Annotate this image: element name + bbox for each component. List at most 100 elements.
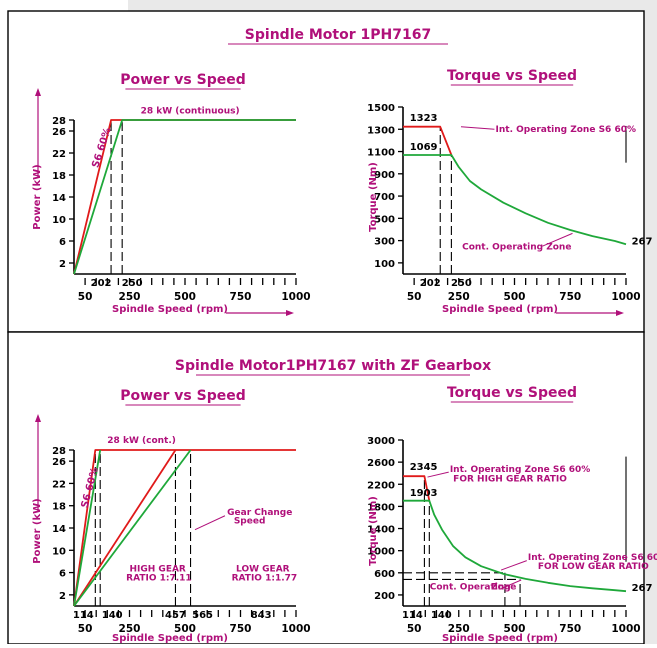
series-line-2 [73,449,177,607]
annotation-leader [427,471,449,478]
panel-gearbox-frame [7,331,645,645]
chart-title: Torque vs Speed [447,385,577,401]
series-line-1 [403,499,627,593]
annotation-label: RATIO 1:1.77 [232,573,298,583]
annotation-label: Int. Operating Zone S6 60% [496,125,636,135]
y-axis-label: Power (kW) [32,498,43,563]
y-tick-label: 1400 [367,525,395,536]
y-tick-label: 18 [52,502,66,513]
speed-mark-label: 202 [91,278,112,289]
y-tick-label: 14 [52,193,66,204]
annotation-label: Gear Change [227,508,292,518]
y-axis-label: Torque (Nm) [368,496,379,566]
y-tick-label: 2 [59,591,66,602]
x-tick-label: 1000 [611,623,640,635]
value-label: 1069 [410,142,438,153]
chart-gearbox-torque: Torque vs Speed 200 600 1000 1400 1800 2200 260… [367,385,657,644]
x-tick-label: 50 [78,291,93,303]
y-tick-label: 6 [59,237,66,248]
y-tick-label: 1500 [367,103,395,114]
annotation-label: Int. Operating Zone S6 60% [528,553,657,563]
x-tick-label: 500 [504,623,526,635]
y-tick-label: 22 [52,149,66,160]
value-label: 2345 [410,462,438,473]
y-tick-label: 6 [59,569,66,580]
y-tick-label: 2 [59,259,66,270]
y-tick-label: 10 [52,215,66,226]
value-label: 1323 [410,113,438,124]
y-tick-label: 18 [52,171,66,182]
x-tick-label: 50 [78,623,93,635]
annotation-label: 28 kW (cont.) [107,436,176,446]
y-tick-label: 200 [374,591,395,602]
x-axis-label: Spindle Speed (rpm) [442,633,558,644]
panel-title-motor: Spindle Motor 1PH7167 [245,27,431,43]
y-axis-label: Power (kW) [32,164,43,229]
chart-title: Power vs Speed [120,388,246,404]
annotation-leader [500,560,527,571]
panel-title-gearbox: Spindle Motor1PH7167 with ZF Gearbox [175,358,491,374]
annotation-leader [194,515,226,531]
speed-mark-label: 114 [402,610,423,621]
x-axis-label: Spindle Speed (rpm) [442,304,558,315]
x-axis-arrowhead [286,310,294,316]
y-axis-label: Torque (Nm) [368,162,379,232]
y-axis-arrowhead [35,88,41,96]
y-tick-label: 600 [374,569,395,580]
series-line-0 [73,449,296,607]
speed-mark-label: 250 [451,278,472,289]
series-line-1 [73,449,102,607]
annotation-leader [542,232,573,247]
x-tick-label: 250 [119,623,141,635]
annotation-label: Speed [234,517,266,527]
y-tick-label: 900 [374,170,395,181]
speed-mark-label: 140 [102,610,123,621]
x-tick-label: 50 [407,623,422,635]
y-tick-label: 100 [374,259,395,270]
x-tick-label: 750 [230,291,252,303]
speed-mark-label: 843 [251,610,272,621]
y-tick-label: 3000 [367,436,395,447]
chart-title: Torque vs Speed [447,68,577,84]
y-tick-label: 300 [374,237,395,248]
x-tick-label: 250 [448,291,470,303]
y-tick-label: 26 [52,127,66,138]
y-tick-label: 2600 [367,458,395,469]
annotation-leader [460,126,495,130]
panel-motor-frame [7,10,645,333]
speed-mark-label: 457 [165,610,186,621]
series-line-0 [403,475,431,501]
speed-mark-label: 250 [122,278,143,289]
annotation-label: FOR HIGH GEAR RATIO [453,475,567,485]
x-tick-label: 500 [504,291,526,303]
annotation-label: LOW GEAR [236,564,290,574]
top-gray-band [128,0,657,11]
y-axis-arrowhead [35,414,41,422]
series-line-0 [403,125,453,156]
y-tick-label: 1100 [367,148,395,159]
value-label: 267 [632,583,653,594]
x-axis-label: Spindle Speed (rpm) [112,304,228,315]
speed-mark-label: 202 [420,278,441,289]
y-tick-label: 22 [52,479,66,490]
x-axis-label: Spindle Speed (rpm) [112,633,228,644]
y-tick-label: 28 [52,446,66,457]
y-tick-label: 700 [374,192,395,203]
x-tick-label: 1000 [281,623,310,635]
x-tick-label: 750 [230,623,252,635]
annotation-label: Cont. Operating Zone [462,243,571,253]
y-tick-label: 500 [374,214,395,225]
x-tick-label: 250 [119,291,141,303]
speed-mark-label: 140 [431,610,452,621]
annotation-label: Int. Operating Zone S6 60% [450,465,590,475]
y-tick-label: 28 [52,116,66,127]
y-tick-label: 1300 [367,125,395,136]
speed-mark-label: 565 [192,610,213,621]
y-tick-label: 14 [52,524,66,535]
annotation-label: HIGH GEAR [130,564,186,574]
value-label: 1903 [410,488,438,499]
x-tick-label: 500 [174,291,196,303]
annotation-label: RATIO 1:7.11 [126,573,192,583]
